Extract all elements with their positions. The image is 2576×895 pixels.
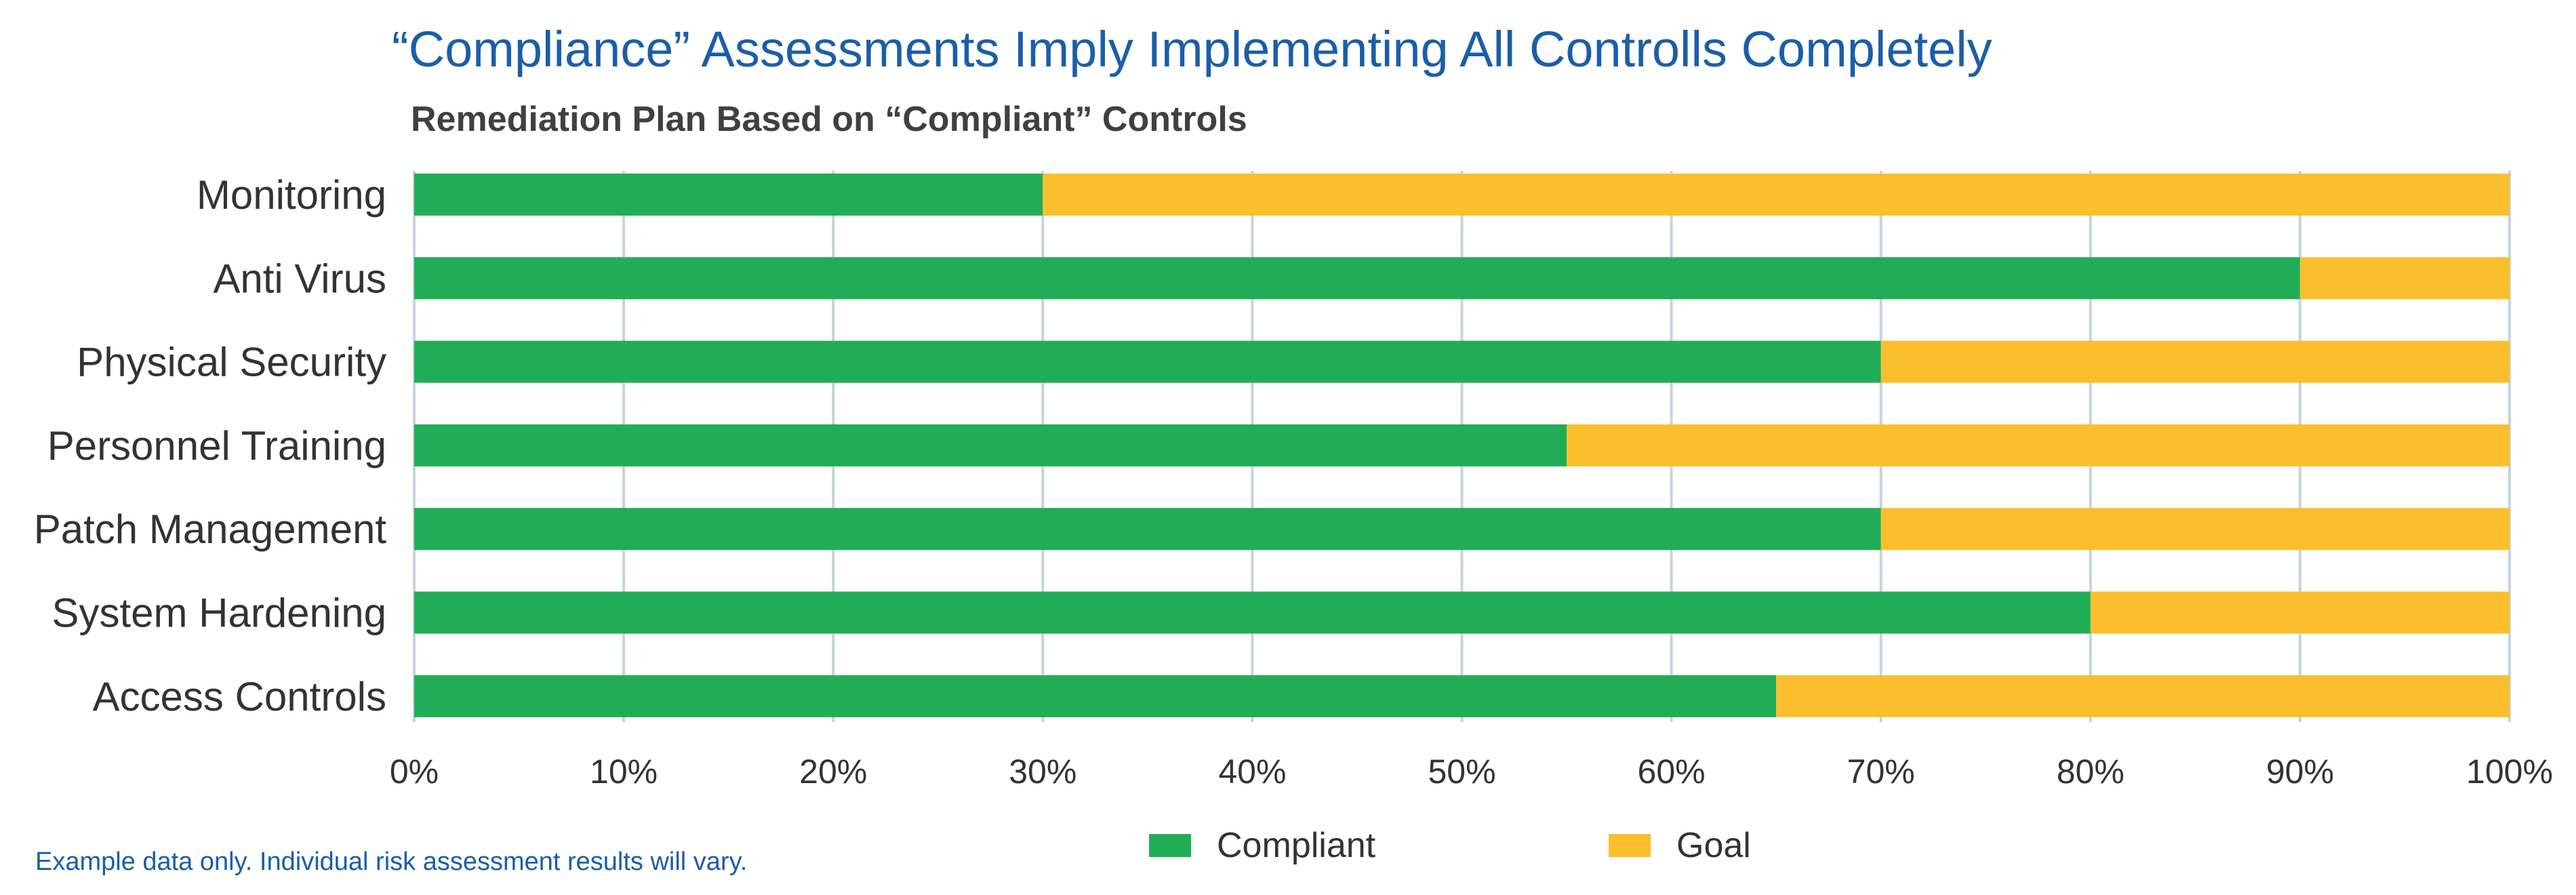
chart-subtitle: Remediation Plan Based on “Compliant” Co… [411, 100, 1247, 139]
x-tick-label: 60% [1638, 753, 1706, 791]
bar-compliant [414, 257, 2300, 300]
footnote: Example data only. Individual risk asses… [35, 848, 748, 876]
legend-swatch-goal [1609, 834, 1651, 857]
category-label: Access Controls [93, 674, 386, 719]
category-label: Monitoring [197, 172, 386, 218]
x-tick-label: 80% [2057, 753, 2125, 791]
x-tick-label: 90% [2266, 753, 2334, 791]
x-tick-label: 50% [1428, 753, 1495, 791]
x-tick-label: 30% [1009, 753, 1076, 791]
bar-compliant [414, 174, 1043, 216]
x-tick-label: 100% [2466, 753, 2553, 791]
category-label: Physical Security [77, 340, 386, 385]
bar-compliant [414, 508, 1881, 551]
bar-compliant [414, 340, 1881, 383]
x-tick-label: 0% [390, 753, 439, 791]
x-tick-label: 70% [1847, 753, 1915, 791]
category-label: Anti Virus [213, 256, 386, 301]
bar-goal [1880, 508, 2510, 551]
category-label: Patch Management [34, 506, 387, 552]
x-tick-label: 10% [590, 753, 658, 791]
legend-label-compliant: Compliant [1217, 826, 1376, 865]
bar-compliant [414, 675, 1777, 717]
bar-goal [1880, 340, 2510, 383]
bar-goal [1567, 424, 2510, 466]
category-label: Personnel Training [47, 423, 386, 469]
bar-goal [2299, 257, 2510, 300]
bar-goal [1776, 675, 2510, 717]
x-tick-label: 20% [799, 753, 867, 791]
chart-title: “Compliance” Assessments Imply Implement… [392, 21, 1992, 77]
bar-compliant [414, 424, 1567, 466]
legend-swatch-compliant [1149, 834, 1191, 857]
bar-goal [2090, 591, 2510, 634]
bar-goal [1043, 174, 2510, 216]
bar-compliant [414, 591, 2091, 634]
category-label: System Hardening [52, 591, 386, 636]
x-tick-label: 40% [1218, 753, 1286, 791]
legend-label-goal: Goal [1676, 826, 1751, 865]
